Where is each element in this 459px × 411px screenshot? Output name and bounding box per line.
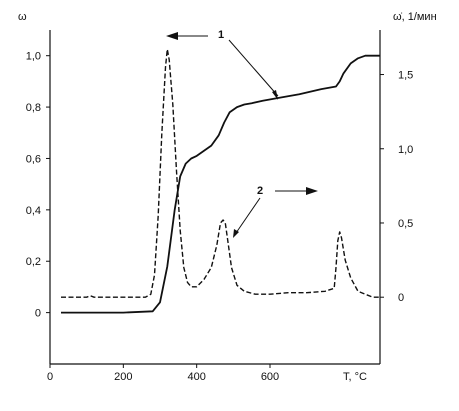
x-tick-label: 400 <box>187 371 205 383</box>
y-right-tick-label: 0,5 <box>398 218 413 230</box>
y-axis-left-label: ω <box>18 11 27 23</box>
annotation-1-connector <box>228 39 279 97</box>
annotation-1-axis-arrowhead <box>166 32 178 40</box>
series-1-line <box>61 54 380 314</box>
series-2-line <box>61 48 380 298</box>
annotation-2-label: 2 <box>257 185 263 197</box>
x-tick-label: 0 <box>47 371 53 383</box>
y-left-tick-label: 0,6 <box>26 153 41 165</box>
x-axis-label: T, °C <box>343 371 367 383</box>
y-axis-right-label: ω̇, 1/мин <box>393 11 437 23</box>
annotation-2-pointer-arrowhead <box>233 229 239 238</box>
y-right-tick-label: 1,5 <box>398 70 413 82</box>
annotation-1-pointer-arrowhead <box>272 90 278 100</box>
annotation-2-axis-arrowhead <box>306 187 318 195</box>
y-right-tick-label: 0 <box>398 292 404 304</box>
y-left-tick-label: 0,2 <box>26 256 41 268</box>
y-left-tick-label: 0,4 <box>26 205 41 217</box>
y-left-tick-label: 0 <box>35 308 41 320</box>
annotation-1-label: 1 <box>218 29 224 41</box>
annotation-2-connector <box>235 197 261 234</box>
annotation-2: 2 <box>233 185 318 238</box>
x-tick-label: 200 <box>114 371 132 383</box>
y-left-tick-label: 0,8 <box>26 102 41 114</box>
y-right-tick-label: 1,0 <box>398 144 413 156</box>
ticks-layer: 0 200 400 600 0 0,2 0,4 0,6 0,8 1,0 0 0,5 1,0 1,5 <box>26 51 414 383</box>
annotation-1: 1 <box>166 29 279 100</box>
series-layer <box>61 48 380 314</box>
x-tick-label: 600 <box>261 371 279 383</box>
y-left-tick-label: 1,0 <box>26 51 41 63</box>
